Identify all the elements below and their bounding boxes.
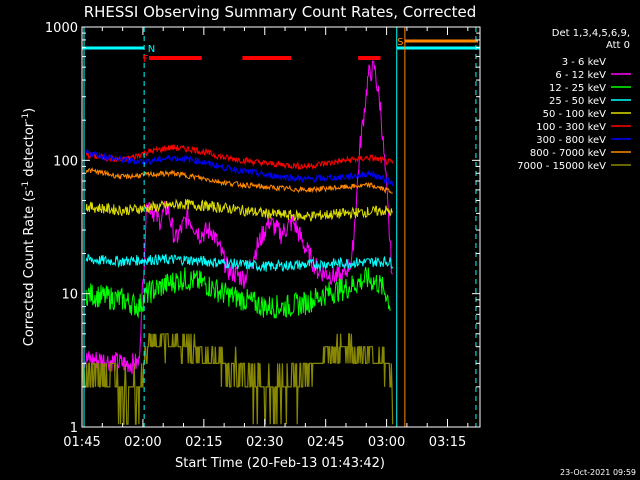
y-tick-label-2: 100 — [53, 154, 78, 169]
footer-timestamp: 23-Oct-2021 09:59 — [560, 468, 636, 477]
legend-label-7: 800 - 7000 keV — [530, 148, 606, 159]
legend-label-6: 300 - 800 keV — [536, 135, 606, 146]
legend: Det 1,3,4,5,6,9,Att 03 - 6 keV 6 - 12 keV… — [517, 28, 631, 172]
x-tick-label-2: 02:15 — [185, 435, 222, 450]
y-axis-label-end: ) — [22, 108, 37, 113]
x-axis-label: Start Time (20-Feb-13 01:43:42) — [175, 456, 385, 471]
series-7-line — [85, 167, 393, 195]
x-tick-label-1: 02:00 — [124, 435, 161, 450]
x-tick-label-5: 03:00 — [368, 435, 405, 450]
y-axis-label-mid: detector — [22, 121, 37, 181]
x-tick-label-0: 01:45 — [63, 435, 100, 450]
series-layer — [81, 60, 394, 425]
y-tick-label-1: 10 — [61, 288, 78, 303]
chart-title: RHESSI Observing Summary Count Rates, Co… — [84, 3, 477, 21]
series-4-line — [85, 198, 393, 222]
y-tick-label-3: 1000 — [45, 21, 78, 36]
series-5-line — [85, 144, 394, 171]
y-tick-label-0: 1 — [70, 421, 78, 436]
x-tick-label-4: 02:45 — [307, 435, 344, 450]
y-axis-label-sup1: -1 — [21, 181, 31, 190]
flag-label-1: F — [143, 54, 149, 65]
legend-label-2: 12 - 25 keV — [549, 83, 606, 94]
x-tick-label-6: 03:15 — [429, 435, 466, 450]
legend-label-0: 3 - 6 keV — [562, 57, 606, 68]
legend-label-8: 7000 - 15000 keV — [517, 161, 606, 172]
series-2-line — [85, 267, 391, 319]
flag-label-2: S — [397, 37, 403, 48]
axis-layer: 01:45 02:00 02:15 02:30 02:45 03:00 03:15 1 10 10… — [45, 21, 480, 450]
y-axis-label: Corrected Count Rate (s-1 detector-1) — [21, 108, 37, 346]
legend-header-1: Att 0 — [606, 40, 630, 51]
series-3-line — [85, 253, 394, 273]
legend-label-1: 6 - 12 keV — [555, 70, 606, 81]
y-axis-label-main: Corrected Count Rate (s — [22, 190, 37, 347]
legend-label-5: 100 - 300 keV — [536, 122, 606, 133]
legend-label-4: 50 - 100 keV — [543, 109, 607, 120]
flag-label-0: N — [148, 44, 155, 55]
series-8-line — [82, 333, 394, 425]
x-tick-label-3: 02:30 — [246, 435, 283, 450]
series-6-line — [85, 149, 394, 186]
legend-label-3: 25 - 50 keV — [549, 96, 606, 107]
flag-layer: NF S — [82, 27, 480, 427]
y-axis-label-sup2: -1 — [21, 113, 31, 122]
legend-header-0: Det 1,3,4,5,6,9, — [552, 28, 630, 39]
plot-frame — [81, 26, 481, 428]
